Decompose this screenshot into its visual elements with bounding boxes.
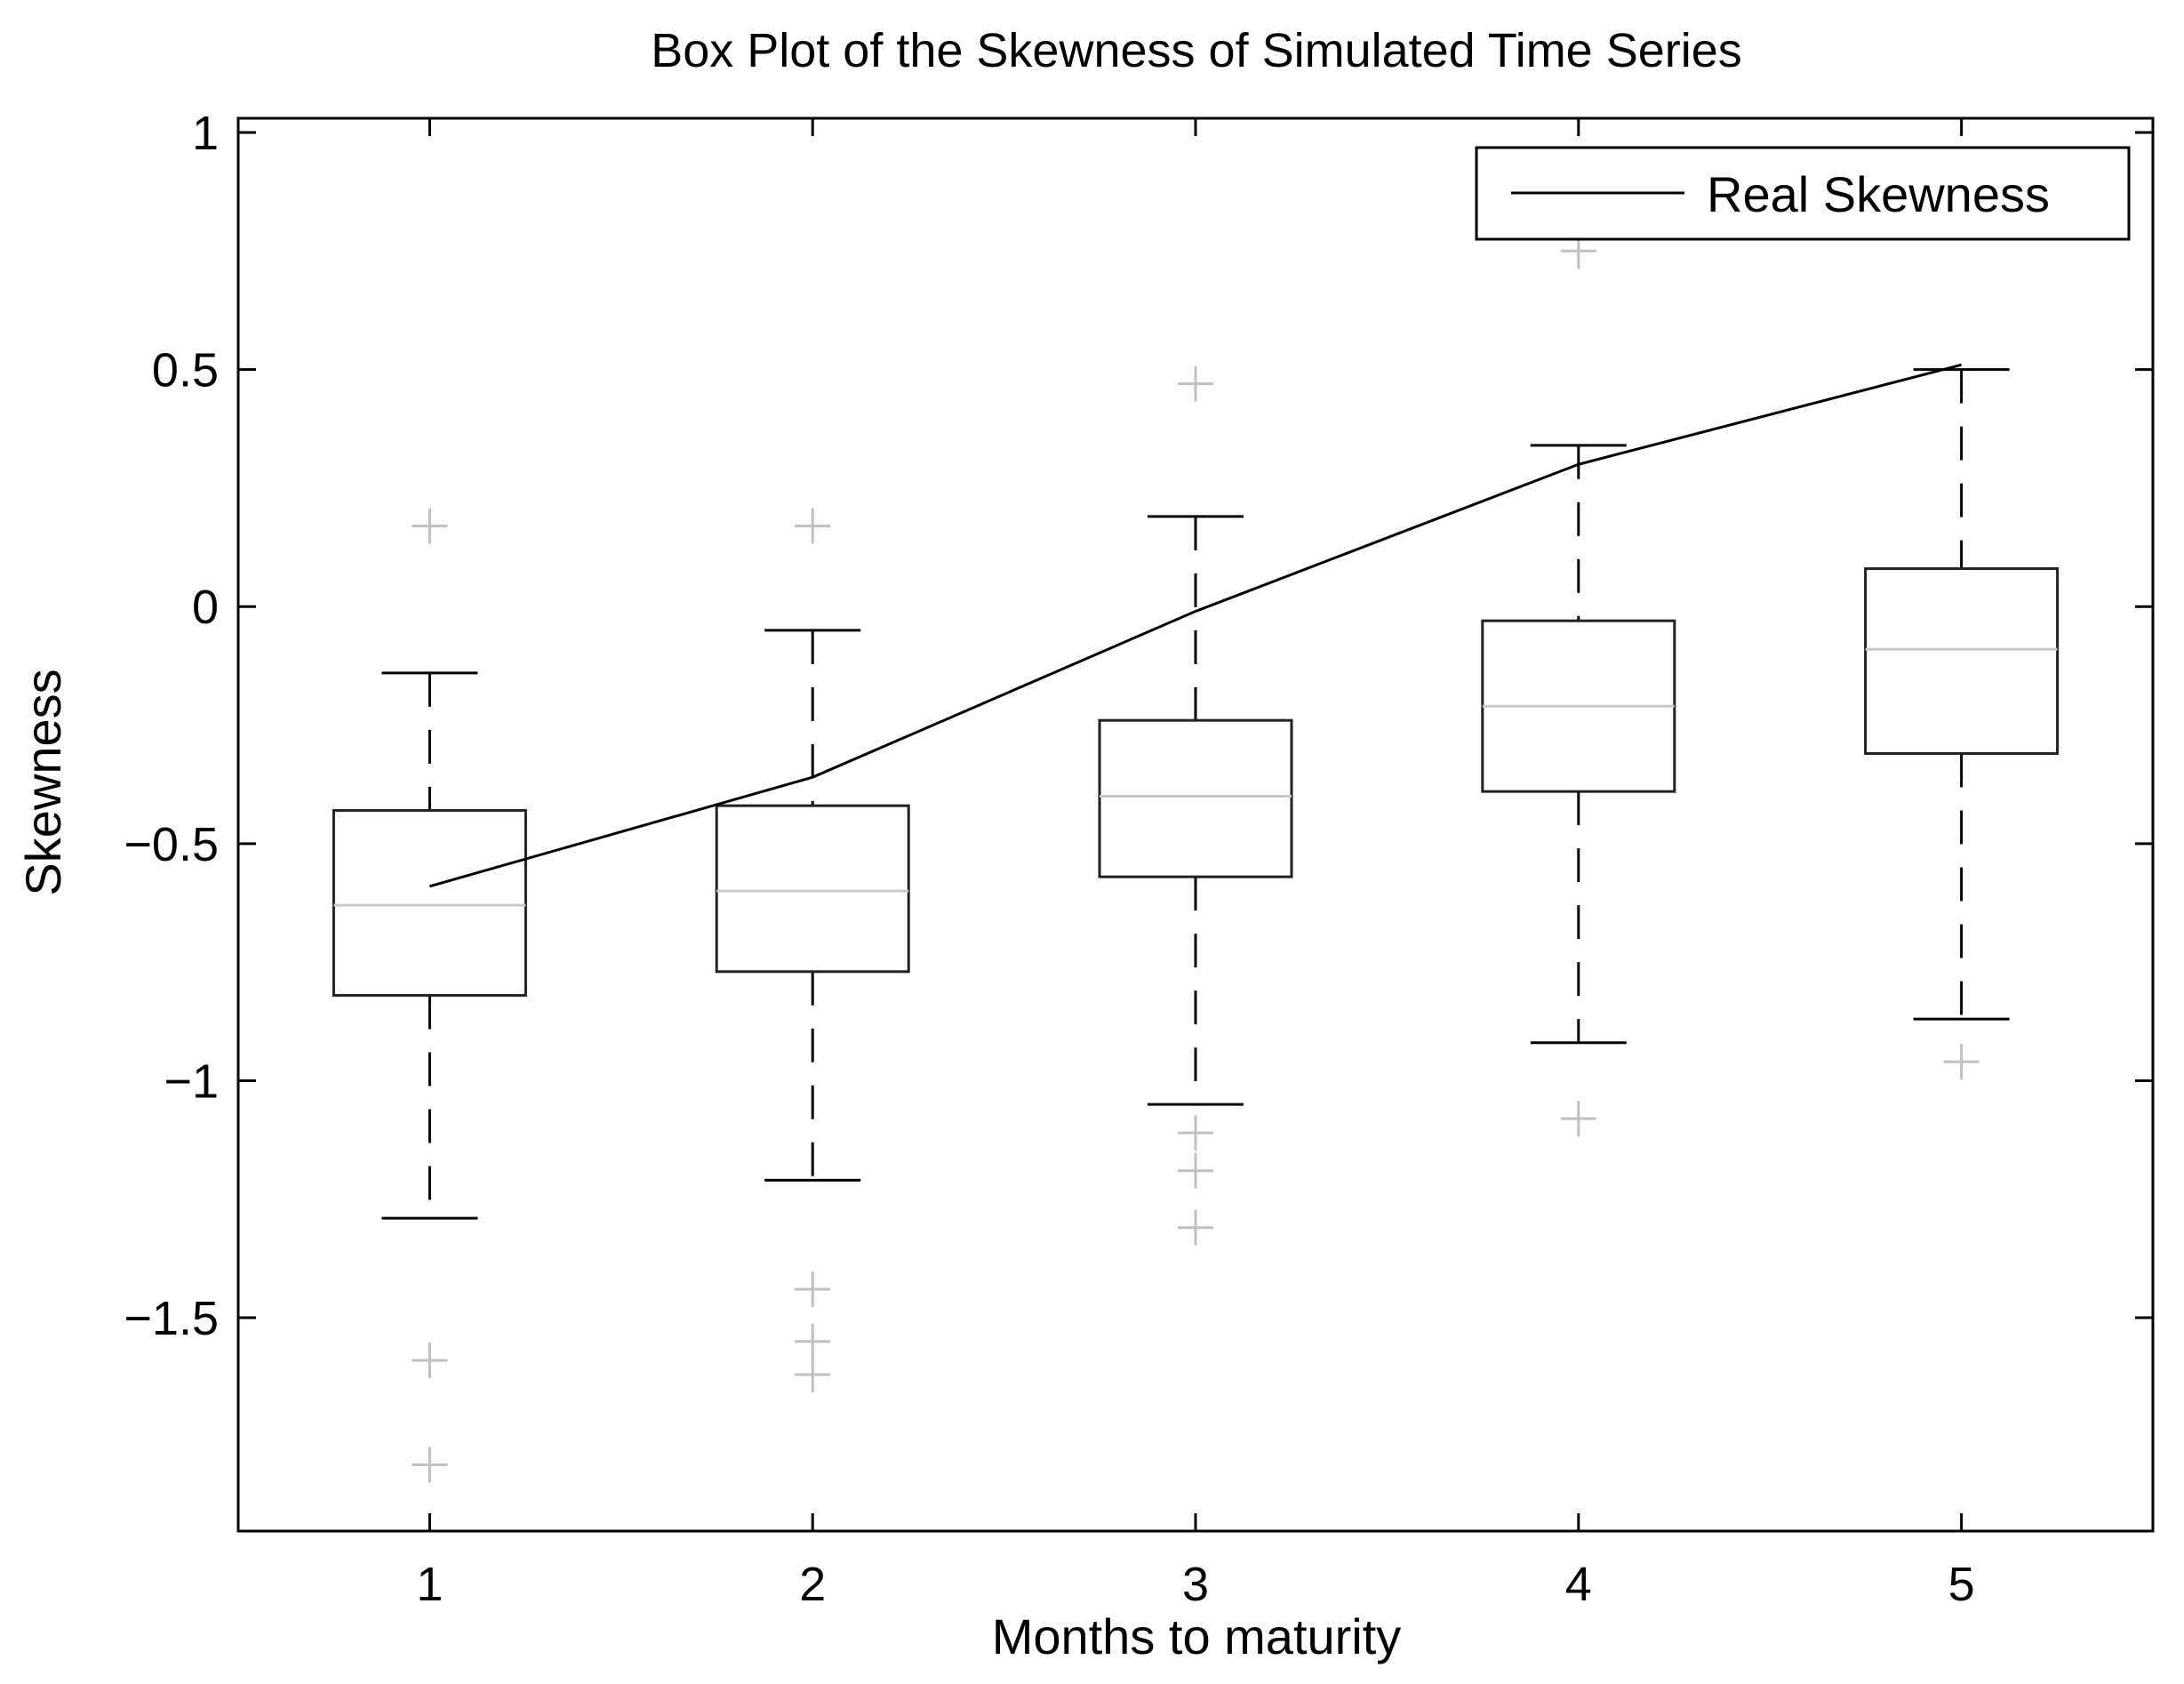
- x-tick-label: 4: [1565, 1558, 1592, 1611]
- box: [332, 809, 527, 997]
- outlier-marker: [795, 1357, 831, 1393]
- y-tick-label: −1: [164, 1055, 219, 1108]
- outlier-marker: [1178, 1115, 1213, 1151]
- x-axis-label: Months to maturity: [992, 1608, 1402, 1664]
- outlier-marker: [412, 1343, 448, 1379]
- outlier-marker: [795, 1323, 831, 1359]
- outlier-marker: [1178, 1152, 1213, 1189]
- box: [1864, 567, 2060, 756]
- y-tick-label: −0.5: [124, 818, 219, 871]
- outlier-marker: [1943, 1044, 1980, 1080]
- outlier-marker: [1178, 365, 1213, 402]
- outlier-marker: [1560, 1101, 1596, 1137]
- y-tick-label: 1: [192, 107, 219, 160]
- x-tick-label: 5: [1948, 1558, 1975, 1611]
- box: [1098, 718, 1293, 878]
- x-tick-label: 1: [416, 1558, 443, 1611]
- x-tick-label: 3: [1182, 1558, 1209, 1611]
- y-tick-label: 0: [192, 581, 219, 634]
- plot-area: 1 0.5 0 −0.5 −1 −1.5 1 2 3 4 5: [124, 107, 2155, 1611]
- y-tick-label: −1.5: [124, 1292, 219, 1345]
- box: [715, 804, 910, 974]
- y-tick-label: 0.5: [152, 344, 219, 397]
- series-line-real-skewness: [428, 363, 1962, 888]
- y-axis-label: Skewness: [15, 669, 71, 895]
- chart-title: Box Plot of the Skewness of Simulated Ti…: [651, 24, 1742, 77]
- legend-label-real-skewness: Real Skewness: [1707, 166, 2050, 222]
- x-tick-label: 2: [799, 1558, 826, 1611]
- outlier-marker: [795, 1271, 831, 1308]
- outlier-marker: [1178, 1209, 1213, 1246]
- outlier-marker: [412, 508, 448, 544]
- outlier-marker: [795, 508, 831, 544]
- outlier-marker: [412, 1447, 448, 1483]
- legend: Real Skewness: [1475, 146, 2131, 241]
